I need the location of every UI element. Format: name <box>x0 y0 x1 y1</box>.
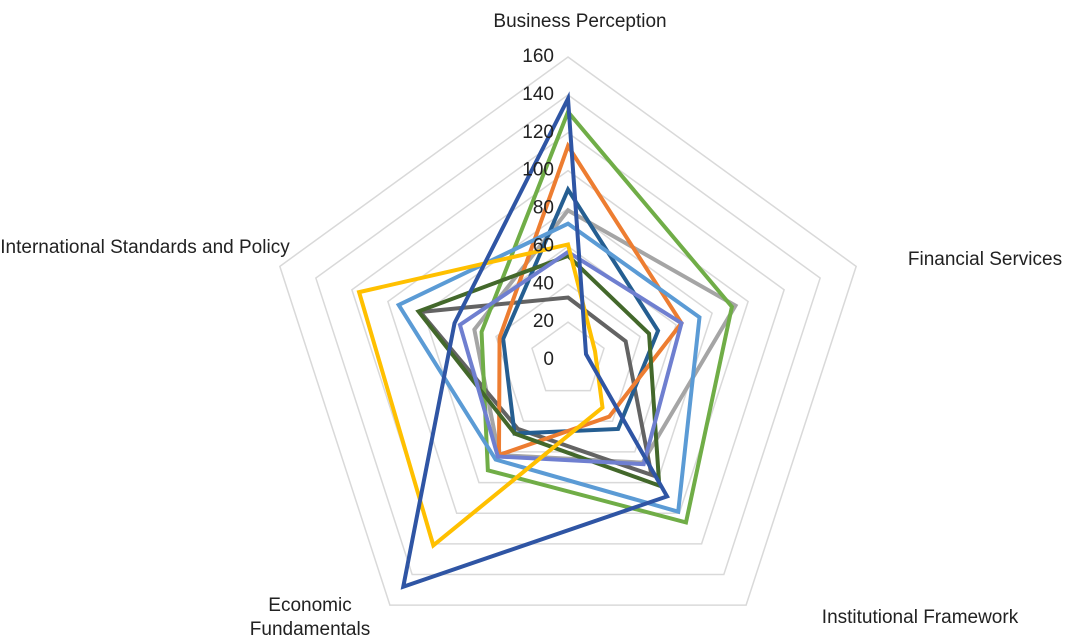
tick-label: 160 <box>522 46 554 67</box>
tick-label: 0 <box>543 349 554 370</box>
grid-ring <box>350 131 786 545</box>
series-line <box>400 91 671 590</box>
grid-ring <box>531 321 605 392</box>
series-line <box>457 249 684 467</box>
tick-label: 80 <box>533 198 554 219</box>
series-line <box>479 108 735 525</box>
grid-ring <box>423 207 713 484</box>
series-line <box>356 242 605 549</box>
series-line <box>395 221 702 515</box>
series-line <box>496 141 684 458</box>
category-label: International Standards and Policy <box>0 237 290 258</box>
category-label: Financial Services <box>907 249 1063 270</box>
tick-label: 60 <box>533 235 554 256</box>
tick-label: 100 <box>522 160 554 181</box>
tick-label: 140 <box>522 84 554 105</box>
category-label: Business Perception <box>493 11 667 32</box>
tick-label: 120 <box>522 122 554 143</box>
tick-label: 20 <box>533 311 554 332</box>
category-label: Institutional Framework <box>821 607 1019 628</box>
series-line <box>416 295 655 478</box>
tick-label: 40 <box>533 273 554 294</box>
grid-ring <box>278 56 858 606</box>
category-label: Economic Fundamentals <box>249 595 371 640</box>
grid-ring <box>314 93 822 576</box>
